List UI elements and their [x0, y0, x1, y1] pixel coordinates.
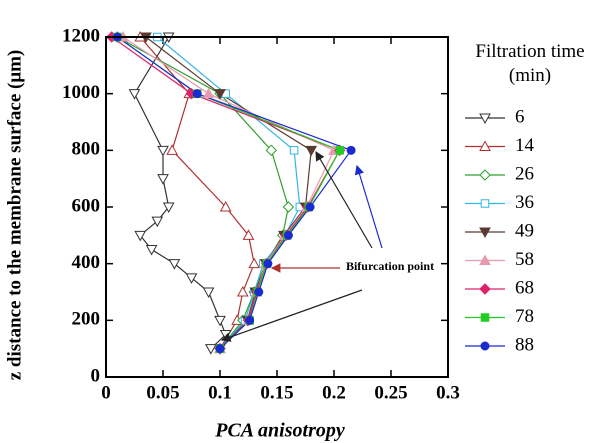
x-tick-label: 0.15 [260, 382, 293, 403]
data-point [202, 87, 215, 99]
legend-marker [479, 113, 491, 125]
series-line [156, 36, 301, 350]
legend-label: 36 [515, 192, 534, 213]
data-point [185, 273, 198, 284]
y-tick-label: 600 [72, 195, 101, 216]
data-point [289, 146, 299, 155]
legend-label: 26 [515, 163, 534, 184]
legend-marker [479, 283, 491, 295]
data-point [151, 216, 164, 228]
y-tick-label: 800 [72, 139, 101, 160]
data-point [305, 202, 315, 212]
legend-marker [479, 254, 491, 265]
data-point [128, 89, 141, 100]
x-axis-label: PCA anisotropy [214, 420, 345, 442]
data-point [236, 285, 249, 297]
data-point [162, 202, 175, 214]
legend-marker [480, 313, 490, 322]
data-point [145, 245, 158, 256]
x-tick-label: 0.3 [436, 382, 460, 403]
data-point [214, 315, 226, 327]
legend-marker [479, 140, 491, 151]
x-tick-label: 0.1 [208, 382, 232, 403]
arrow [315, 150, 373, 249]
data-point [157, 174, 169, 185]
y-tick-label: 200 [72, 309, 101, 330]
y-tick-label: 1200 [62, 25, 100, 46]
data-point [134, 230, 147, 242]
series-line [111, 36, 341, 350]
legend-title: Filtration time (min) [475, 41, 585, 86]
y-axis-label: z distance to the membrane surface (μm) [4, 50, 25, 381]
data-point [248, 257, 261, 269]
data-point [168, 259, 181, 270]
data-point [192, 89, 202, 99]
data-point [282, 201, 295, 213]
x-tick-label: 0.25 [374, 382, 407, 403]
legend-label: 78 [515, 306, 534, 327]
legend-label: 58 [515, 249, 534, 270]
legend-marker [479, 227, 491, 239]
data-point [215, 344, 225, 354]
x-tick-label: 0.2 [322, 382, 346, 403]
data-point [265, 144, 278, 157]
data-point [346, 145, 356, 155]
y-tick-label: 400 [72, 252, 101, 273]
data-point [219, 200, 232, 212]
data-point [254, 287, 264, 297]
y-tick-label: 1000 [62, 82, 100, 103]
series-line [139, 36, 255, 349]
legend-label: 88 [515, 334, 534, 355]
legend-marker [480, 199, 490, 208]
data-point [263, 259, 273, 269]
y-tick-label: 0 [91, 365, 101, 386]
x-tick-label: 0 [101, 382, 111, 403]
data-point [214, 89, 226, 100]
data-point [166, 144, 178, 155]
legend-label: 49 [515, 220, 534, 241]
data-point [202, 287, 215, 299]
series-line [122, 36, 335, 350]
data-point [205, 344, 217, 355]
data-point [335, 146, 344, 155]
data-point [242, 229, 255, 240]
legend-label: 14 [515, 135, 535, 156]
arrow [354, 164, 383, 249]
series-line [145, 36, 312, 350]
data-point [245, 315, 255, 325]
annotation: Bifurcation point [345, 259, 435, 273]
arrow [220, 289, 363, 342]
legend-marker [479, 169, 491, 181]
legend-label: 6 [515, 106, 525, 127]
data-point [283, 230, 293, 240]
series-line [117, 36, 290, 350]
data-point [305, 145, 318, 157]
x-tick-label: 0.05 [146, 382, 179, 403]
legend-label: 68 [515, 277, 534, 298]
legend-marker [480, 341, 490, 351]
plot-frame [105, 36, 449, 378]
data-point [157, 145, 169, 157]
